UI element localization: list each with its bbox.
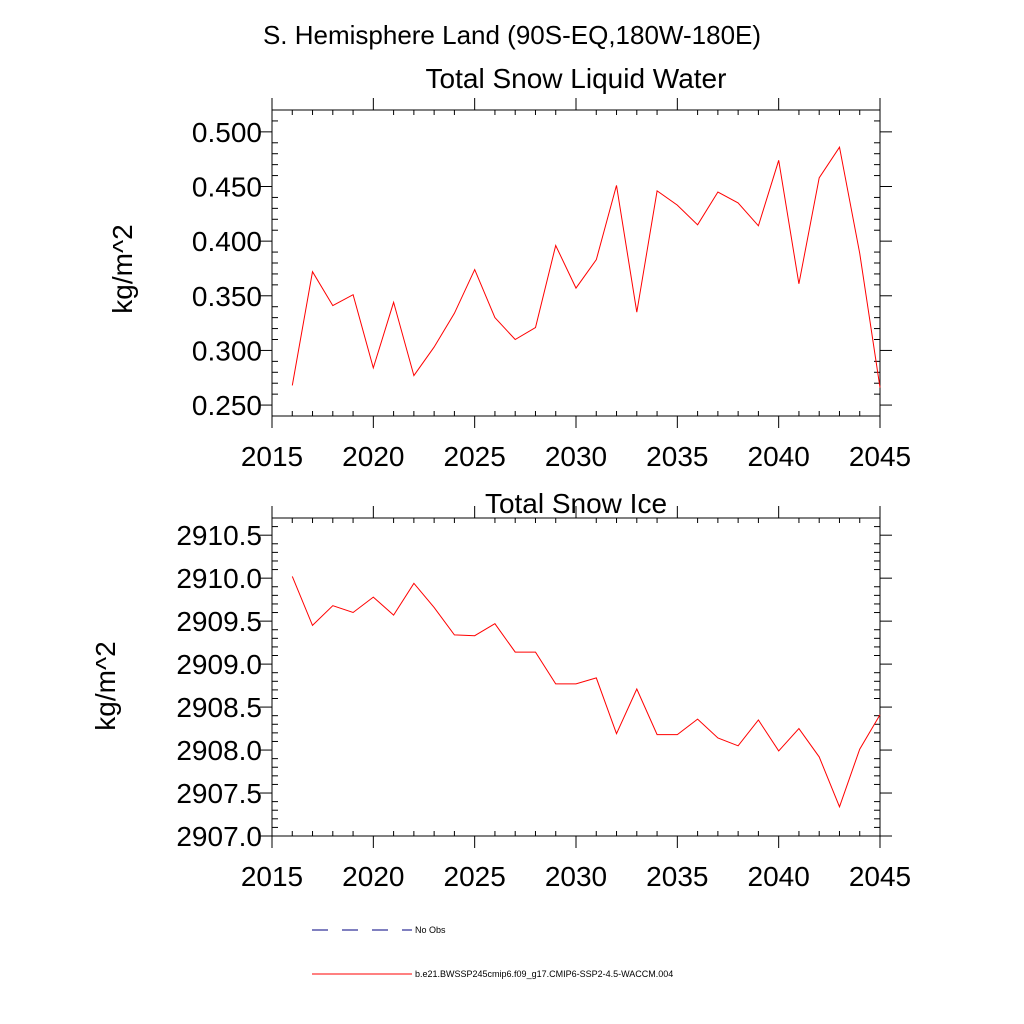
panel-1-series-line: [291, 145, 881, 388]
panel-2-ytick-label: 2909.0: [176, 649, 262, 680]
panel-2-xtick-label: 2040: [748, 861, 810, 892]
panel-1-series: [291, 145, 881, 388]
panel-1-xtick-label: 2040: [748, 441, 810, 472]
panel-2-ytick-label: 2910.0: [176, 563, 262, 594]
panel-2-axes: 2015 2020 2025 2030 2035 2040 2045 2907.0 2907.5…: [176, 506, 911, 892]
panel-2-frame: [271, 517, 881, 837]
panel-2-series: [291, 576, 881, 809]
panel-2-ytick-label: 2909.5: [176, 606, 262, 637]
legend: No Obs b.e21.BWSSP245cmip6.f09_g17.CMIP6…: [312, 925, 673, 979]
panel-1-ytick-label: 0.350: [192, 281, 262, 312]
panel-1-ylabel: kg/m^2: [107, 224, 138, 313]
panel-2-ytick-label: 2907.0: [176, 821, 262, 852]
legend-model-label: b.e21.BWSSP245cmip6.f09_g17.CMIP6-SSP2-4…: [415, 969, 673, 979]
panel-1-ytick-label: 0.300: [192, 335, 262, 366]
panel-2-xtick-label: 2025: [444, 861, 506, 892]
panel-1-xtick-label: 2035: [646, 441, 708, 472]
panel-1-axes: 2015 2020 2025 2030 2035 2040 2045 0.250 0.300 0.…: [192, 98, 911, 472]
panel-2-ytick-label: 2908.0: [176, 735, 262, 766]
panel-snow-ice: Total Snow Ice kg/m^2 2015 2020 2025 2030 20…: [90, 488, 911, 892]
panel-1-xtick-label: 2030: [545, 441, 607, 472]
panel-1-ytick-label: 0.400: [192, 226, 262, 257]
panel-1-title: Total Snow Liquid Water: [426, 63, 727, 94]
panel-liquid-water: Total Snow Liquid Water kg/m^2 2015 2020 2…: [107, 63, 911, 472]
panel-1-ytick-label: 0.250: [192, 390, 262, 421]
panel-2-ytick-label: 2908.5: [176, 692, 262, 723]
panel-2-xtick-label: 2020: [342, 861, 404, 892]
panel-1-ytick-label: 0.500: [192, 117, 262, 148]
panel-2-xtick-label: 2045: [849, 861, 911, 892]
panel-1-ytick-label: 0.450: [192, 172, 262, 203]
panel-1-xtick-label: 2045: [849, 441, 911, 472]
panel-1-frame: [271, 109, 881, 417]
legend-no-obs-label: No Obs: [415, 925, 446, 935]
panel-2-xtick-label: 2015: [241, 861, 303, 892]
panel-1-xtick-label: 2015: [241, 441, 303, 472]
panel-2-xtick-label: 2035: [646, 861, 708, 892]
panel-2-series-line: [291, 576, 881, 809]
panel-2-xtick-label: 2030: [545, 861, 607, 892]
panel-2-ytick-label: 2910.5: [176, 520, 262, 551]
suptitle: S. Hemisphere Land (90S-EQ,180W-180E): [263, 20, 761, 50]
panel-2-ytick-label: 2907.5: [176, 778, 262, 809]
panel-1-xtick-label: 2025: [444, 441, 506, 472]
panel-2-ylabel: kg/m^2: [90, 641, 121, 730]
panel-1-xtick-label: 2020: [342, 441, 404, 472]
